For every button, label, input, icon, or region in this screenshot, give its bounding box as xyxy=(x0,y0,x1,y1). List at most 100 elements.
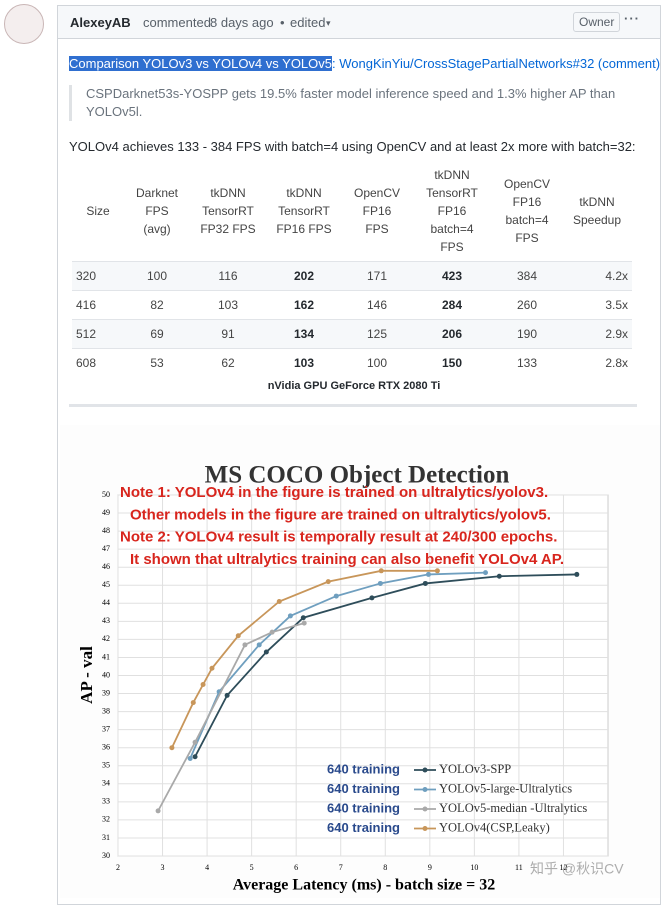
data-point xyxy=(496,573,502,579)
link[interactable]: : WongKinYiu/CrossStagePartialNetworks#3… xyxy=(332,56,661,71)
table-cell: 116 xyxy=(190,261,266,291)
table-cell: 100 xyxy=(124,261,190,291)
legend-marker xyxy=(422,767,428,773)
watermark: 知乎 @秋识CV xyxy=(530,861,624,877)
timestamp[interactable]: 8 days ago xyxy=(210,15,274,30)
table-cell: 133 xyxy=(492,348,562,377)
data-point xyxy=(301,620,307,626)
edited-caret[interactable]: ▾ xyxy=(326,18,331,28)
legend-prefix: 640 training xyxy=(327,761,400,776)
table-cell: 103 xyxy=(190,290,266,320)
table-cell: 146 xyxy=(342,290,412,320)
y-tick-label: 43 xyxy=(102,616,110,625)
table-cell: 206 xyxy=(412,319,492,349)
y-tick-label: 39 xyxy=(102,688,110,697)
table-row: 608 53 62 103 100 150 133 2.8x xyxy=(72,348,632,377)
table-cell: 171 xyxy=(342,261,412,291)
table-cell: 202 xyxy=(266,261,342,291)
table-cell: 150 xyxy=(412,348,492,377)
edited[interactable]: edited xyxy=(290,15,326,30)
column-header: OpenCV FP16 FPS xyxy=(353,185,401,236)
y-tick-label: 30 xyxy=(102,851,110,860)
x-tick-label: 2 xyxy=(116,863,120,872)
table-cell: 3.5x xyxy=(562,290,632,320)
paragraph: YOLOv4 achieves 133 - 384 FPS with batch… xyxy=(69,139,636,154)
column-header: tkDNN TensorRT FP16 FPS xyxy=(276,185,332,236)
table-cell: 103 xyxy=(266,348,342,377)
data-point xyxy=(192,754,198,760)
data-point xyxy=(422,580,428,586)
menu-button[interactable]: ··· xyxy=(624,11,640,26)
y-tick-label: 40 xyxy=(102,670,110,679)
data-point xyxy=(269,629,275,635)
column-header: Size xyxy=(86,203,110,218)
data-point xyxy=(263,649,269,655)
link-line: Comparison YOLOv3 vs YOLOv4 vs YOLOv5: W… xyxy=(69,56,660,71)
table-cell: 4.2x xyxy=(562,261,632,291)
y-tick-label: 46 xyxy=(102,562,110,571)
data-point xyxy=(369,595,375,601)
y-tick-label: 33 xyxy=(102,797,110,806)
data-point xyxy=(574,571,580,577)
legend-label: YOLOv3-SPP xyxy=(439,762,511,776)
legend-marker xyxy=(422,787,428,792)
table-cell: 416 xyxy=(72,290,124,320)
data-point xyxy=(169,745,175,751)
data-point xyxy=(224,692,230,698)
data-point xyxy=(425,571,431,577)
owner-badge: Owner xyxy=(573,12,621,32)
y-tick-label: 41 xyxy=(102,652,110,661)
legend-prefix: 640 training xyxy=(327,781,400,796)
table-row: 512 69 91 134 125 206 190 2.9x xyxy=(72,319,632,349)
table-cell: 284 xyxy=(412,290,492,320)
x-tick-label: 10 xyxy=(470,863,478,872)
data-point xyxy=(300,615,306,621)
chart-image: 3031323334353637383940414243444546474849… xyxy=(60,425,660,898)
legend-prefix: 640 training xyxy=(327,800,400,815)
chart-title: MS COCO Object Detection xyxy=(205,462,510,489)
x-tick-label: 6 xyxy=(294,863,298,872)
table-cell: 69 xyxy=(124,319,190,349)
series-line xyxy=(194,573,577,758)
data-point xyxy=(287,613,293,619)
note: Other models in the figure are trained o… xyxy=(130,506,551,523)
table-cell: 100 xyxy=(342,348,412,377)
x-tick-label: 4 xyxy=(205,863,209,872)
action: commented xyxy=(143,15,211,30)
data-point xyxy=(256,642,262,648)
legend-prefix: 640 training xyxy=(327,820,400,835)
table-cell: 512 xyxy=(72,319,124,349)
username[interactable]: AlexeyAB xyxy=(70,15,131,30)
column-header: tkDNN Speedup xyxy=(572,194,622,227)
y-tick-label: 45 xyxy=(102,580,110,589)
table-cell: 91 xyxy=(190,319,266,349)
x-tick-label: 8 xyxy=(383,863,387,872)
x-tick-label: 5 xyxy=(250,863,254,872)
data-point xyxy=(276,598,282,604)
data-point xyxy=(378,568,384,574)
y-axis-label: AP - val xyxy=(77,646,96,704)
table-cell: 62 xyxy=(190,348,266,377)
column-header: OpenCV FP16 batch=4 FPS xyxy=(503,176,551,245)
x-tick-label: 11 xyxy=(515,863,523,872)
avatar[interactable] xyxy=(4,4,44,44)
data-point xyxy=(483,570,488,576)
y-tick-label: 49 xyxy=(102,508,110,517)
y-tick-label: 50 xyxy=(102,490,110,499)
y-tick-label: 48 xyxy=(102,526,110,535)
table-cell: 125 xyxy=(342,319,412,349)
link-highlighted[interactable]: Comparison YOLOv3 vs YOLOv4 vs YOLOv5 xyxy=(69,56,333,71)
note: Note 2: YOLOv4 result is temporally resu… xyxy=(120,529,557,546)
y-tick-label: 37 xyxy=(102,724,110,733)
legend-label: YOLOv4(CSP,Leaky) xyxy=(439,820,550,834)
data-point xyxy=(192,739,198,745)
comment-header: AlexeyAB commented 8 days ago • edited ▾… xyxy=(58,6,660,39)
legend-marker xyxy=(422,806,428,812)
table-cell: 82 xyxy=(124,290,190,320)
legend-marker xyxy=(422,826,428,831)
x-tick-label: 9 xyxy=(428,863,432,872)
y-tick-label: 35 xyxy=(102,761,110,770)
table-cell: 320 xyxy=(72,261,124,291)
table-caption: nVidia GPU GeForce RTX 2080 Ti xyxy=(267,380,441,392)
